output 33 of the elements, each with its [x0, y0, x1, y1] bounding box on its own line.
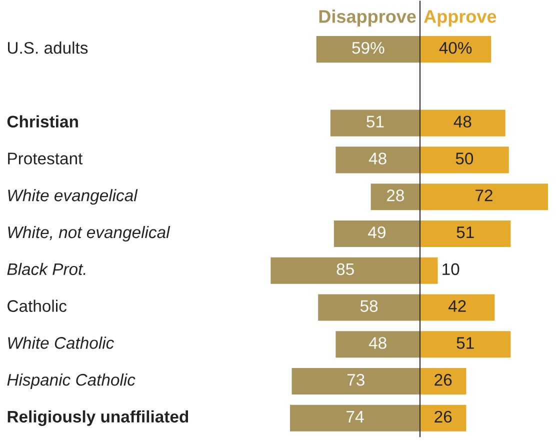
y-tick-label: Religiously unaffiliated [8, 410, 188, 426]
y-tick-label: Christian [7, 115, 78, 128]
data-label: 74 [346, 410, 364, 422]
data-label: 28 [386, 190, 404, 202]
data-label: 40% [439, 42, 472, 54]
y-tick-label: White Catholic [8, 336, 114, 349]
data-label: 48 [368, 337, 386, 349]
data-label: 26 [434, 410, 452, 423]
data-label: 51 [366, 116, 384, 128]
data-label: 49 [368, 226, 386, 238]
series-label: Disapprove [319, 10, 416, 26]
series-label: Approve [424, 10, 496, 26]
y-tick-label: Hispanic Catholic [7, 373, 136, 390]
y-tick-label: U.S. adults [8, 42, 88, 54]
bar [420, 257, 438, 284]
data-label: 50 [456, 152, 474, 164]
y-tick-label: Protestant [8, 152, 83, 164]
data-label: 73 [347, 374, 364, 386]
y-tick-label: White, not evangelical [8, 226, 170, 242]
data-label: 59% [352, 42, 384, 54]
data-label: 72 [476, 190, 492, 202]
data-label: 85 [336, 263, 354, 276]
data-label: 48 [368, 152, 386, 164]
data-label: 58 [360, 300, 378, 312]
data-label: 26 [434, 374, 452, 386]
data-label: 10 [442, 263, 460, 276]
data-label: 51 [456, 226, 474, 238]
data-label: 48 [454, 116, 472, 128]
y-tick-label: White evangelical [8, 189, 138, 205]
y-tick-label: Black Prot. [7, 262, 86, 276]
data-label: 42 [448, 300, 466, 312]
y-tick-label: Catholic [8, 300, 66, 312]
data-label: 51 [456, 337, 474, 349]
